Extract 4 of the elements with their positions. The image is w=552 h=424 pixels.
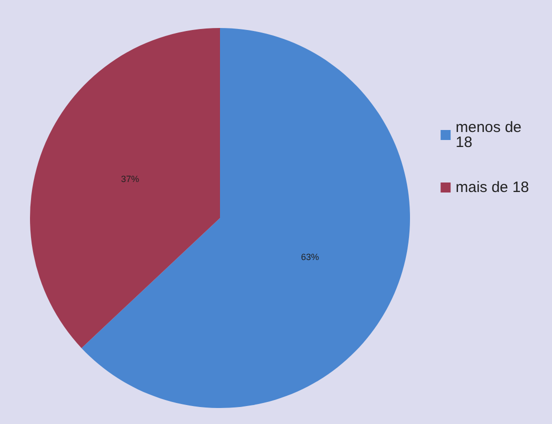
legend-label: menos de 18 xyxy=(456,119,526,151)
data-label: 63% xyxy=(300,252,319,262)
legend-label: mais de 18 xyxy=(456,179,529,196)
data-label: 37% xyxy=(121,174,140,184)
